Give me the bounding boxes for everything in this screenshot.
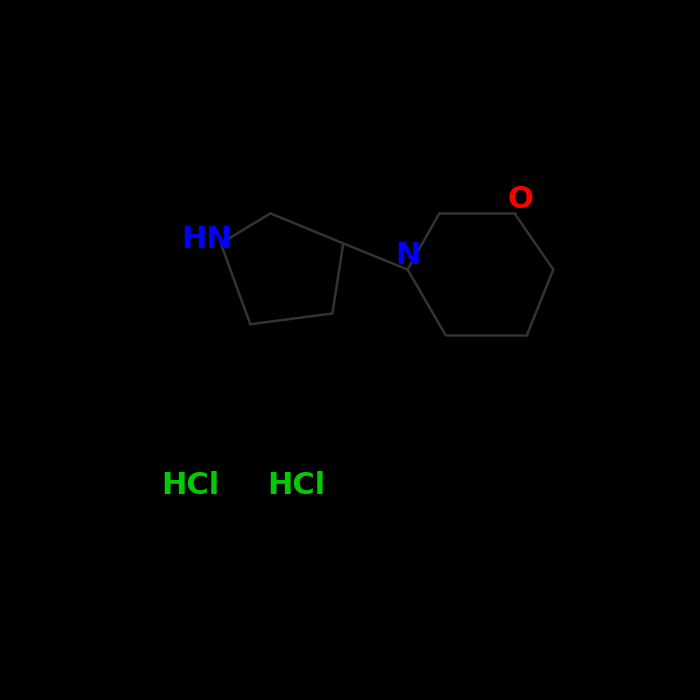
Text: O: O [508, 185, 533, 214]
Text: HCl: HCl [267, 471, 326, 500]
Text: N: N [395, 241, 420, 270]
Text: HN: HN [181, 225, 232, 254]
Text: HCl: HCl [162, 471, 220, 500]
